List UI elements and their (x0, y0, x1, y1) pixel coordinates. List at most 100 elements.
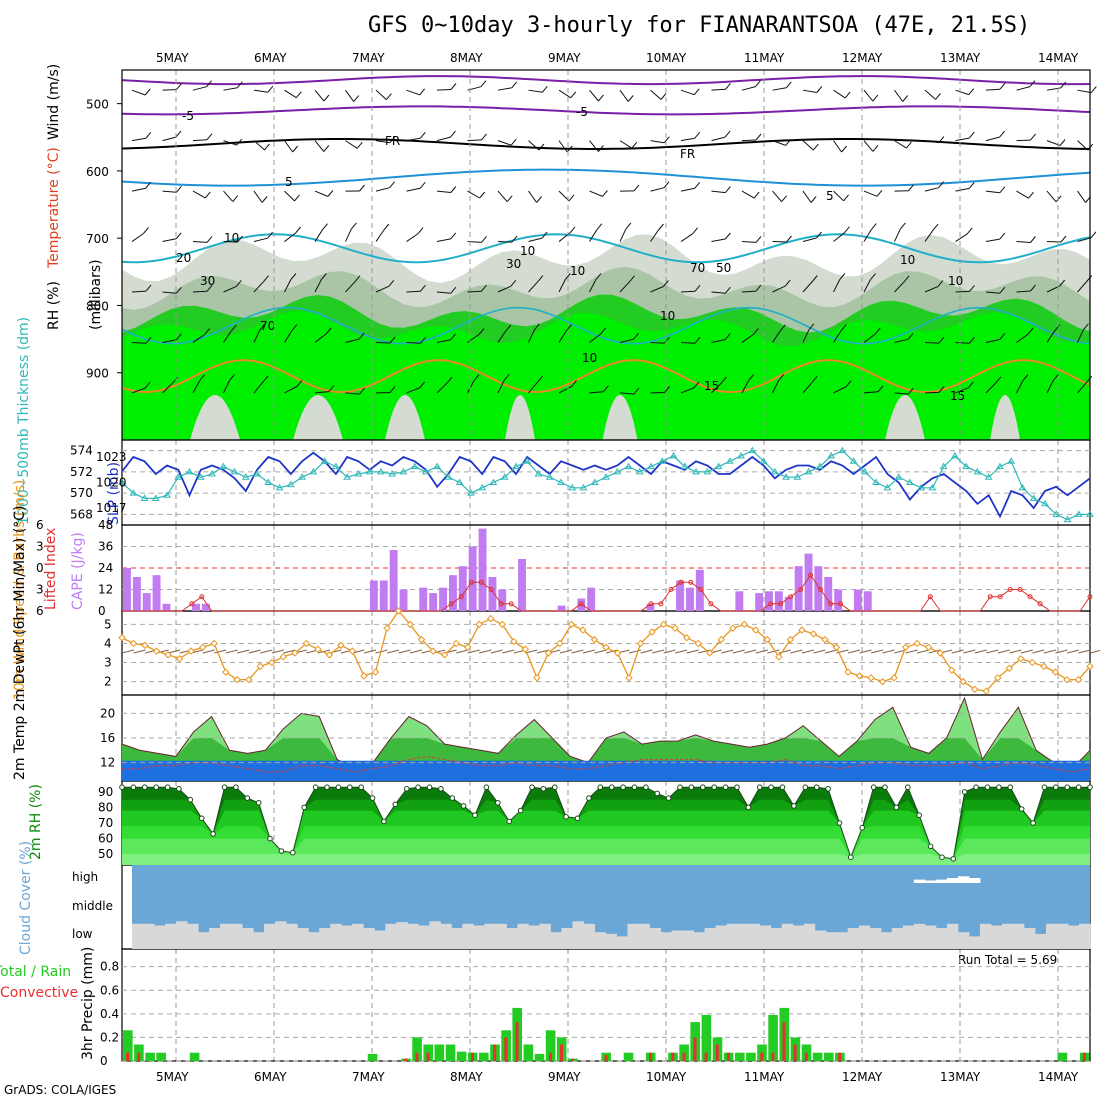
surface-wind-barb (870, 649, 884, 654)
wind-speed-point (556, 639, 564, 648)
thickness-point (174, 473, 183, 480)
wind-barb (314, 140, 325, 152)
cape-bar (518, 559, 526, 611)
contour-label: 30 (506, 257, 521, 271)
surface-wind-barb (640, 649, 653, 654)
wind-speed-point (832, 643, 841, 651)
wind-barb (1016, 241, 1031, 243)
wind-barb-flag (999, 232, 1006, 240)
surface-wind-barb (456, 649, 469, 654)
thickness-tick-label: 574 (70, 444, 93, 458)
contour-m5-upper (121, 75, 1091, 86)
wind-barb (467, 190, 480, 199)
wind-barb-flag (145, 181, 152, 189)
wind-barb (406, 187, 421, 192)
rh2m-point (1007, 784, 1014, 791)
wind-barb-flag (541, 231, 548, 239)
rh-legend-label: RH (%) (46, 281, 62, 330)
rh2m-point (1064, 784, 1070, 791)
lifted-index-point (488, 587, 494, 592)
slp-axis-label: SLP (mb) (106, 462, 122, 525)
wind-barb-flag (321, 273, 327, 280)
lifted-index-point (1087, 594, 1093, 600)
wind-barb (1077, 281, 1088, 293)
wind-speed-point (314, 645, 322, 653)
wind-barb-flag (753, 328, 759, 335)
cloud-low-bar (660, 932, 673, 949)
thickness-point (320, 457, 329, 464)
wind-barb (558, 330, 567, 343)
thickness-point (241, 473, 250, 480)
rh2m-point (210, 831, 216, 837)
thickness-point (275, 483, 284, 491)
surface-plume-5 (885, 395, 925, 440)
temperature-legend-label: Temperature (°C) (46, 147, 62, 269)
cloud-low-bar (1012, 923, 1025, 949)
precip-tick-label: 0.2 (100, 1030, 119, 1044)
surface-wind-barb (409, 649, 423, 654)
cape-bar (676, 580, 684, 611)
thickness-point (984, 473, 993, 480)
thickness-point (286, 480, 295, 488)
wind-barb-flag (383, 223, 390, 231)
rh2m-point (426, 784, 433, 791)
panel-frame-precip (121, 948, 1091, 1062)
wind-barb (711, 382, 722, 394)
wind-barb (375, 140, 390, 144)
wind-barb-flag (968, 88, 975, 95)
wind-barb-flag (481, 133, 487, 141)
wind-barb-flag (663, 280, 669, 287)
thickness-point (478, 483, 487, 491)
wind-barb-flag (537, 375, 543, 383)
lifted-index-point (698, 587, 704, 592)
wind-barb-flag (235, 280, 242, 287)
wind-barb-flag (693, 88, 700, 96)
wind-barb (223, 241, 238, 243)
wind-speed-point (844, 668, 852, 676)
thickness-tick-label: 568 (70, 507, 93, 521)
cape-tick-label: 0 (98, 604, 106, 618)
wind-barb (253, 140, 265, 151)
wind-barb-flag (327, 190, 334, 197)
cloud-low-bar (539, 923, 551, 949)
rh2m-point (153, 784, 159, 791)
lifted-index-point (778, 601, 784, 607)
surface-wind-barb (1032, 649, 1045, 654)
wind-barb (406, 387, 420, 394)
cloud-low-bar (891, 928, 904, 949)
wind-barb (497, 140, 512, 146)
wind-barb-flag (356, 141, 363, 149)
thickness-point (579, 483, 588, 491)
precip-convective-bar (838, 1052, 842, 1061)
rh2m-point (905, 784, 911, 791)
wind-speed-point (602, 643, 610, 651)
thickness-tick-label: 572 (70, 465, 93, 479)
contour-label: 10 (660, 309, 675, 323)
wind-barb (802, 281, 813, 293)
wind-barb-flag (446, 376, 453, 384)
rh2m-axis-label: 2m RH (%) (28, 784, 44, 860)
thickness-point (512, 462, 520, 470)
rh2m-point (927, 843, 934, 850)
wind-barb-flag (785, 139, 792, 146)
wind-barb-flag (1059, 139, 1066, 146)
wind-barb (680, 387, 695, 394)
cloud-low-bar (572, 921, 584, 949)
wind-speed-point (590, 635, 599, 644)
surface-wind-barb (951, 649, 964, 654)
rh2m-point (221, 784, 228, 791)
wind-speed-point (187, 647, 195, 655)
contour-p15 (121, 359, 1091, 394)
surface-wind-barb (479, 649, 492, 654)
wind-speed-point (752, 626, 760, 634)
surface-wind-barb (536, 649, 549, 654)
wind-barb (1077, 140, 1089, 151)
wind-barb (284, 232, 296, 242)
wind-barb (345, 281, 356, 293)
wind-barb (1016, 333, 1029, 343)
wind-barb-flag (784, 279, 791, 287)
wind-barb-flag (755, 284, 762, 292)
wind-tick-label: 3 (104, 656, 112, 670)
wind-barb-flag (1027, 327, 1034, 335)
wind-barb (436, 291, 451, 294)
